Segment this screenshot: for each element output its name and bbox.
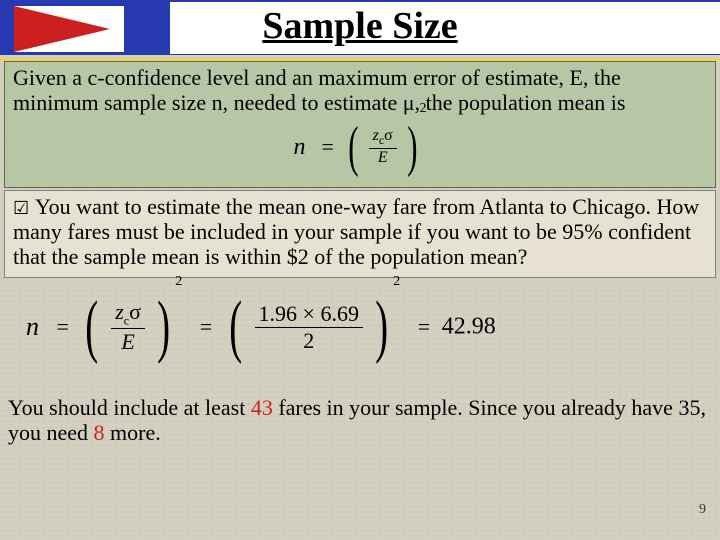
equals-icon: = <box>57 314 69 339</box>
solution-formula: n = ( zcσ E ) 2 = ( 1.96 × 6.69 2 ) 2 = … <box>20 292 720 378</box>
conclusion-post: more. <box>105 420 161 445</box>
conclusion-text: You should include at least 43 fares in … <box>8 396 712 445</box>
conclusion-pre: You should include at least <box>8 395 251 420</box>
right-paren-group: ( 1.96 × 6.69 2 ) 2 <box>224 292 407 362</box>
denominator-e: E <box>369 149 397 167</box>
numeric-denominator: 2 <box>255 328 363 354</box>
given-box: Given a c-confidence level and an maximu… <box>4 61 716 188</box>
question-body: You want to estimate the mean one-way fa… <box>13 194 699 268</box>
denominator-e: E <box>111 329 145 355</box>
equals-icon: = <box>322 134 334 159</box>
sigma-symbol: σ <box>384 127 393 144</box>
question-box: ☑You want to estimate the mean one-way f… <box>4 190 716 278</box>
question-text: ☑You want to estimate the mean one-way f… <box>13 195 707 269</box>
result-value: 42.98 <box>442 314 496 340</box>
formula-paren: ( zcσ E ) 2 <box>344 119 433 175</box>
given-text: Given a c-confidence level and an maximu… <box>13 66 707 115</box>
title-band: Sample Size <box>0 0 720 58</box>
exponent-2: 2 <box>175 274 182 289</box>
slide-number: 9 <box>699 502 706 518</box>
exponent-2: 2 <box>419 101 426 116</box>
left-paren-group: ( zcσ E ) 2 <box>80 292 188 362</box>
equals-icon: = <box>200 314 212 339</box>
sample-size-formula: n = ( zcσ E ) 2 <box>13 119 707 177</box>
formula-lhs: n <box>294 134 306 160</box>
checkbox-icon: ☑ <box>13 198 35 218</box>
conclusion-more: 8 <box>94 420 105 445</box>
conclusion-count: 43 <box>251 395 273 420</box>
equals-icon: = <box>418 314 430 339</box>
z-symbol: z <box>115 299 124 324</box>
solution-lhs: n <box>26 312 39 341</box>
slide-title: Sample Size <box>0 4 720 48</box>
sigma-symbol: σ <box>129 299 141 324</box>
exponent-2b: 2 <box>393 274 400 289</box>
numeric-numerator: 1.96 × 6.69 <box>255 301 363 328</box>
